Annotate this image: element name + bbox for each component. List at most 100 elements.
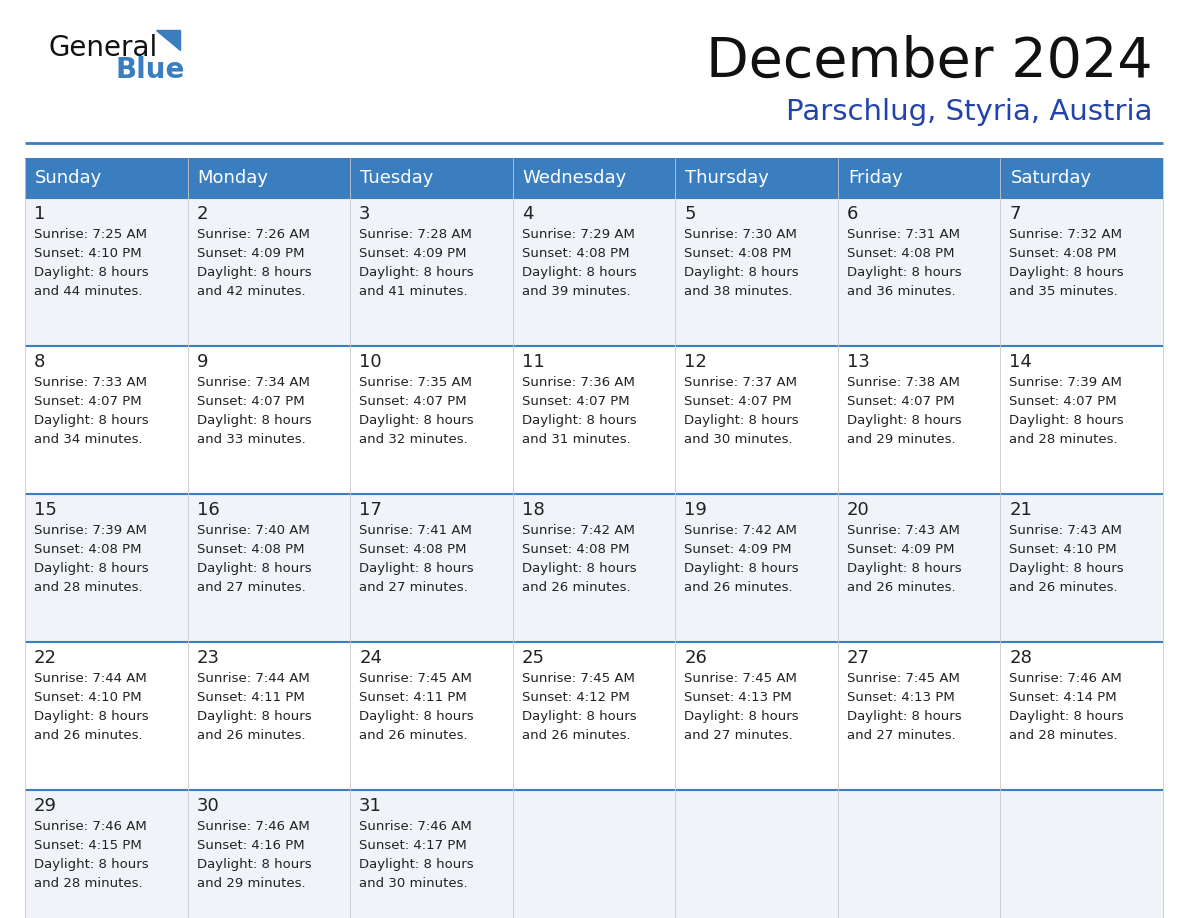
Text: and 27 minutes.: and 27 minutes.	[684, 729, 794, 742]
Text: Sunset: 4:07 PM: Sunset: 4:07 PM	[684, 395, 792, 408]
Text: Daylight: 8 hours: Daylight: 8 hours	[359, 562, 474, 575]
Text: and 26 minutes.: and 26 minutes.	[684, 581, 792, 594]
Text: 8: 8	[34, 353, 45, 371]
Text: Daylight: 8 hours: Daylight: 8 hours	[522, 414, 637, 427]
Text: Sunrise: 7:39 AM: Sunrise: 7:39 AM	[1010, 376, 1123, 389]
Text: Sunrise: 7:25 AM: Sunrise: 7:25 AM	[34, 228, 147, 241]
Bar	[188, 158, 350, 198]
Text: 9: 9	[196, 353, 208, 371]
Text: Sunrise: 7:46 AM: Sunrise: 7:46 AM	[359, 820, 472, 833]
Text: Wednesday: Wednesday	[523, 169, 627, 187]
Text: 1: 1	[34, 205, 45, 223]
Text: Sunset: 4:07 PM: Sunset: 4:07 PM	[522, 395, 630, 408]
Bar	[25, 198, 1163, 346]
Text: and 26 minutes.: and 26 minutes.	[522, 729, 631, 742]
Text: Daylight: 8 hours: Daylight: 8 hours	[847, 562, 961, 575]
Text: Daylight: 8 hours: Daylight: 8 hours	[522, 562, 637, 575]
Text: Sunset: 4:09 PM: Sunset: 4:09 PM	[196, 247, 304, 260]
Text: Monday: Monday	[197, 169, 268, 187]
Text: and 30 minutes.: and 30 minutes.	[359, 877, 468, 890]
Text: 2: 2	[196, 205, 208, 223]
Text: Sunrise: 7:39 AM: Sunrise: 7:39 AM	[34, 524, 147, 537]
Text: Sunset: 4:09 PM: Sunset: 4:09 PM	[359, 247, 467, 260]
Text: Daylight: 8 hours: Daylight: 8 hours	[196, 562, 311, 575]
Text: Daylight: 8 hours: Daylight: 8 hours	[196, 710, 311, 723]
Text: Sunset: 4:12 PM: Sunset: 4:12 PM	[522, 691, 630, 704]
Bar	[1000, 158, 1163, 198]
Text: Daylight: 8 hours: Daylight: 8 hours	[522, 266, 637, 279]
Text: and 27 minutes.: and 27 minutes.	[196, 581, 305, 594]
Text: Sunset: 4:17 PM: Sunset: 4:17 PM	[359, 839, 467, 852]
Text: Daylight: 8 hours: Daylight: 8 hours	[847, 710, 961, 723]
Text: and 44 minutes.: and 44 minutes.	[34, 285, 143, 298]
Text: Daylight: 8 hours: Daylight: 8 hours	[847, 414, 961, 427]
Text: Sunrise: 7:44 AM: Sunrise: 7:44 AM	[34, 672, 147, 685]
Text: 27: 27	[847, 649, 870, 667]
Text: Sunset: 4:10 PM: Sunset: 4:10 PM	[34, 247, 141, 260]
Text: 7: 7	[1010, 205, 1020, 223]
Text: Sunrise: 7:29 AM: Sunrise: 7:29 AM	[522, 228, 634, 241]
Text: Sunset: 4:10 PM: Sunset: 4:10 PM	[1010, 543, 1117, 556]
Text: 28: 28	[1010, 649, 1032, 667]
Text: 29: 29	[34, 797, 57, 815]
Text: Tuesday: Tuesday	[360, 169, 434, 187]
Text: and 34 minutes.: and 34 minutes.	[34, 433, 143, 446]
Text: Daylight: 8 hours: Daylight: 8 hours	[359, 710, 474, 723]
Text: Sunrise: 7:46 AM: Sunrise: 7:46 AM	[1010, 672, 1123, 685]
Text: Sunset: 4:08 PM: Sunset: 4:08 PM	[522, 543, 630, 556]
Text: Sunset: 4:13 PM: Sunset: 4:13 PM	[847, 691, 955, 704]
Text: Sunset: 4:08 PM: Sunset: 4:08 PM	[1010, 247, 1117, 260]
Text: Sunrise: 7:40 AM: Sunrise: 7:40 AM	[196, 524, 309, 537]
Text: Sunset: 4:15 PM: Sunset: 4:15 PM	[34, 839, 141, 852]
Text: Sunrise: 7:46 AM: Sunrise: 7:46 AM	[34, 820, 147, 833]
Text: Daylight: 8 hours: Daylight: 8 hours	[1010, 562, 1124, 575]
Text: 24: 24	[359, 649, 383, 667]
Text: 30: 30	[196, 797, 220, 815]
Text: Sunset: 4:08 PM: Sunset: 4:08 PM	[522, 247, 630, 260]
Text: Sunrise: 7:33 AM: Sunrise: 7:33 AM	[34, 376, 147, 389]
Text: Sunrise: 7:42 AM: Sunrise: 7:42 AM	[522, 524, 634, 537]
Text: Sunrise: 7:37 AM: Sunrise: 7:37 AM	[684, 376, 797, 389]
Text: Sunrise: 7:41 AM: Sunrise: 7:41 AM	[359, 524, 472, 537]
Text: and 26 minutes.: and 26 minutes.	[359, 729, 468, 742]
Text: 23: 23	[196, 649, 220, 667]
Text: and 39 minutes.: and 39 minutes.	[522, 285, 631, 298]
Text: Sunrise: 7:38 AM: Sunrise: 7:38 AM	[847, 376, 960, 389]
Text: 6: 6	[847, 205, 858, 223]
Text: 5: 5	[684, 205, 696, 223]
Text: 3: 3	[359, 205, 371, 223]
Text: Sunset: 4:11 PM: Sunset: 4:11 PM	[359, 691, 467, 704]
Text: and 31 minutes.: and 31 minutes.	[522, 433, 631, 446]
Text: Daylight: 8 hours: Daylight: 8 hours	[1010, 266, 1124, 279]
Text: and 26 minutes.: and 26 minutes.	[196, 729, 305, 742]
Text: Sunrise: 7:45 AM: Sunrise: 7:45 AM	[522, 672, 634, 685]
Text: and 26 minutes.: and 26 minutes.	[34, 729, 143, 742]
Text: Sunrise: 7:35 AM: Sunrise: 7:35 AM	[359, 376, 472, 389]
Text: Sunset: 4:16 PM: Sunset: 4:16 PM	[196, 839, 304, 852]
Text: 25: 25	[522, 649, 545, 667]
Text: Sunset: 4:08 PM: Sunset: 4:08 PM	[847, 247, 954, 260]
Text: 22: 22	[34, 649, 57, 667]
Text: Sunrise: 7:32 AM: Sunrise: 7:32 AM	[1010, 228, 1123, 241]
Text: Sunset: 4:08 PM: Sunset: 4:08 PM	[34, 543, 141, 556]
Text: Daylight: 8 hours: Daylight: 8 hours	[684, 562, 798, 575]
Text: Daylight: 8 hours: Daylight: 8 hours	[34, 710, 148, 723]
Text: Daylight: 8 hours: Daylight: 8 hours	[359, 414, 474, 427]
Text: and 33 minutes.: and 33 minutes.	[196, 433, 305, 446]
Text: Daylight: 8 hours: Daylight: 8 hours	[1010, 710, 1124, 723]
Text: and 28 minutes.: and 28 minutes.	[34, 581, 143, 594]
Text: Sunset: 4:11 PM: Sunset: 4:11 PM	[196, 691, 304, 704]
Text: and 28 minutes.: and 28 minutes.	[1010, 433, 1118, 446]
Text: Saturday: Saturday	[1011, 169, 1092, 187]
Bar	[25, 642, 1163, 790]
Text: and 28 minutes.: and 28 minutes.	[1010, 729, 1118, 742]
Text: Sunrise: 7:44 AM: Sunrise: 7:44 AM	[196, 672, 309, 685]
Text: Daylight: 8 hours: Daylight: 8 hours	[684, 266, 798, 279]
Text: Daylight: 8 hours: Daylight: 8 hours	[34, 414, 148, 427]
Text: Sunset: 4:08 PM: Sunset: 4:08 PM	[684, 247, 791, 260]
Text: Sunset: 4:10 PM: Sunset: 4:10 PM	[34, 691, 141, 704]
Text: Daylight: 8 hours: Daylight: 8 hours	[684, 710, 798, 723]
Text: Sunrise: 7:45 AM: Sunrise: 7:45 AM	[684, 672, 797, 685]
Text: Sunset: 4:09 PM: Sunset: 4:09 PM	[684, 543, 791, 556]
Text: and 28 minutes.: and 28 minutes.	[34, 877, 143, 890]
